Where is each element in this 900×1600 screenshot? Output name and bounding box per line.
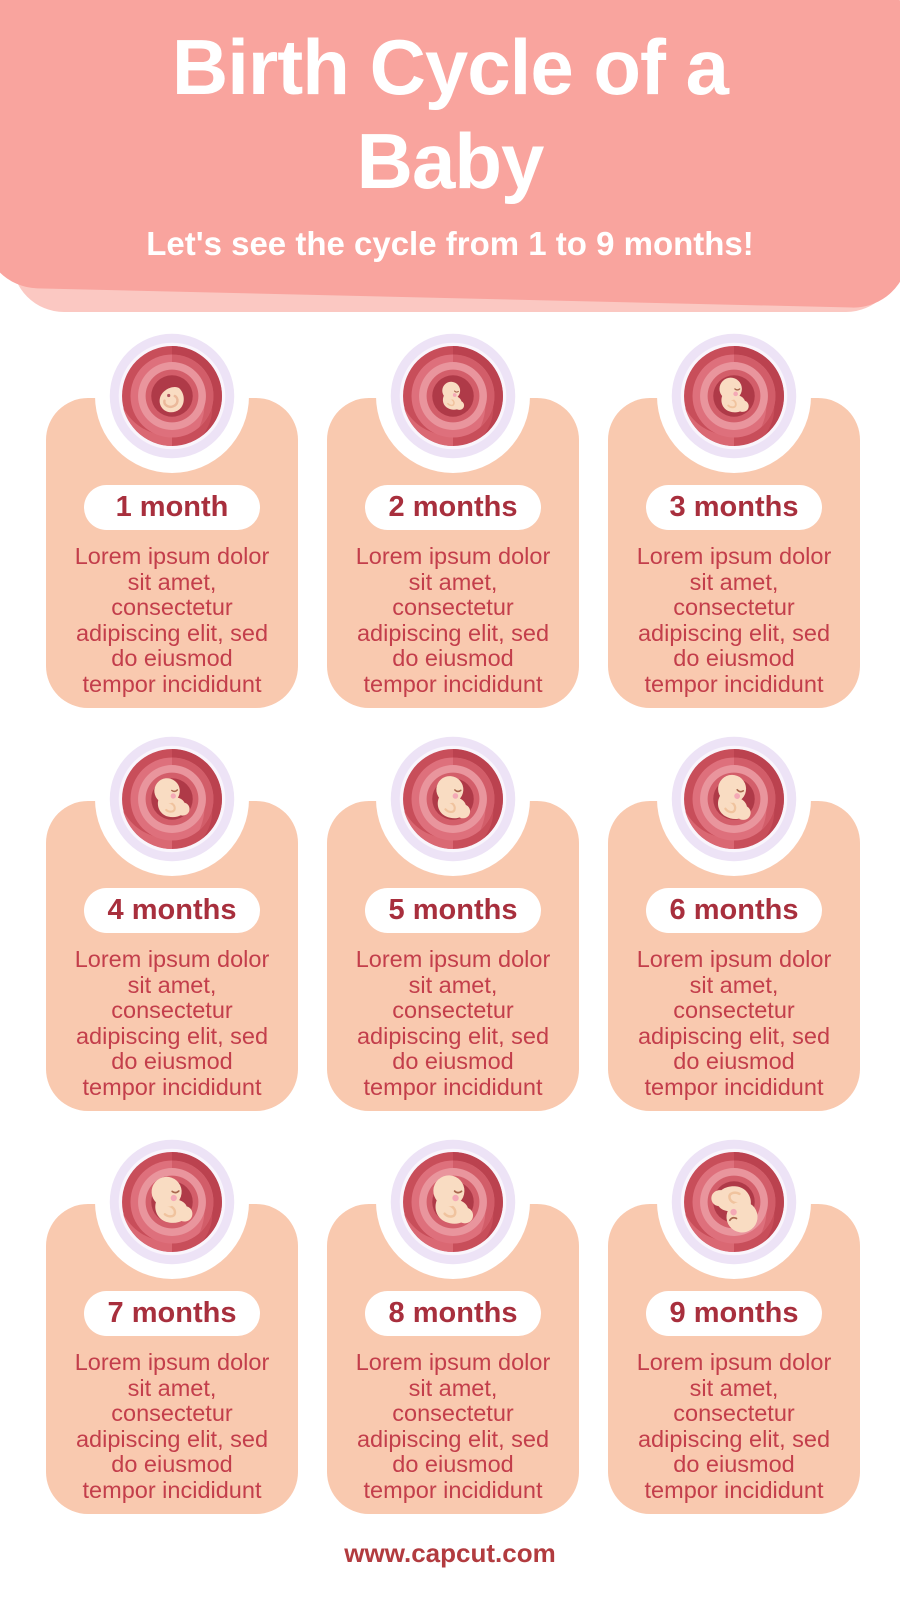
month-description: Lorem ipsum dolor sit amet, consectetur …: [355, 543, 551, 697]
month-label: 1 month: [115, 491, 229, 523]
month-description: Lorem ipsum dolor sit amet, consectetur …: [74, 1349, 270, 1503]
month-label: 5 months: [388, 894, 518, 926]
month-description: Lorem ipsum dolor sit amet, consectetur …: [636, 1349, 832, 1503]
fetus-in-womb-icon: [390, 736, 516, 862]
fetus-in-womb-icon: [390, 333, 516, 459]
month-card-2: 2 months Lorem ipsum dolor sit amet, con…: [327, 319, 579, 708]
month-description: Lorem ipsum dolor sit amet, consectetur …: [636, 946, 832, 1100]
fetus-in-womb-icon: [671, 736, 797, 862]
month-card-4: 4 months Lorem ipsum dolor sit amet, con…: [46, 722, 298, 1111]
month-card-6: 6 months Lorem ipsum dolor sit amet, con…: [608, 722, 860, 1111]
month-label: 7 months: [107, 1297, 237, 1329]
month-description: Lorem ipsum dolor sit amet, consectetur …: [355, 1349, 551, 1503]
month-card-3: 3 months Lorem ipsum dolor sit amet, con…: [608, 319, 860, 708]
month-label: 9 months: [669, 1297, 799, 1329]
month-label: 2 months: [388, 491, 518, 523]
month-label: 3 months: [669, 491, 799, 523]
month-description: Lorem ipsum dolor sit amet, consectetur …: [74, 543, 270, 697]
fetus-in-womb-icon: [109, 1139, 235, 1265]
month-label: 4 months: [107, 894, 237, 926]
month-label-pill: 9 months: [646, 1291, 822, 1336]
month-label-pill: 1 month: [84, 485, 260, 530]
website-text: www.capcut.com: [344, 1538, 556, 1568]
month-card-5: 5 months Lorem ipsum dolor sit amet, con…: [327, 722, 579, 1111]
month-label-pill: 4 months: [84, 888, 260, 933]
header: Birth Cycle of a Baby Let's see the cycl…: [0, 0, 900, 330]
month-label-pill: 5 months: [365, 888, 541, 933]
page-subtitle: Let's see the cycle from 1 to 9 months!: [146, 225, 754, 262]
month-label-pill: 2 months: [365, 485, 541, 530]
footer: www.capcut.com: [0, 1538, 900, 1568]
month-description: Lorem ipsum dolor sit amet, consectetur …: [636, 543, 832, 697]
month-label-pill: 6 months: [646, 888, 822, 933]
month-card-9: 9 months Lorem ipsum dolor sit amet, con…: [608, 1125, 860, 1514]
embryo-in-womb-icon: [109, 333, 235, 459]
month-label-pill: 8 months: [365, 1291, 541, 1336]
month-card-1: 1 month Lorem ipsum dolor sit amet, cons…: [46, 319, 298, 708]
fetus-in-womb-icon: [109, 736, 235, 862]
month-label: 6 months: [669, 894, 799, 926]
fetus-in-womb-icon: [390, 1139, 516, 1265]
page-title: Birth Cycle of a Baby: [171, 23, 729, 205]
month-card-8: 8 months Lorem ipsum dolor sit amet, con…: [327, 1125, 579, 1514]
fetus-in-womb-head-down-icon: [671, 1139, 797, 1265]
month-description: Lorem ipsum dolor sit amet, consectetur …: [355, 946, 551, 1100]
month-label-pill: 3 months: [646, 485, 822, 530]
month-label: 8 months: [388, 1297, 518, 1329]
month-card-7: 7 months Lorem ipsum dolor sit amet, con…: [46, 1125, 298, 1514]
month-description: Lorem ipsum dolor sit amet, consectetur …: [74, 946, 270, 1100]
fetus-in-womb-icon: [671, 333, 797, 459]
month-label-pill: 7 months: [84, 1291, 260, 1336]
